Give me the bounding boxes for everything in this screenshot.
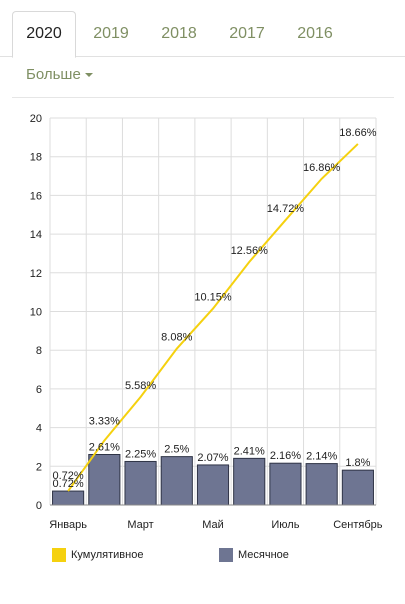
inflation-chart: 0 2 4 6 8 10 12 14 16 18 20 0.72% 2.61% 2.25% 2.5% 2.07… xyxy=(30,113,383,531)
monthly-bar xyxy=(88,453,121,506)
y-tick-label: 12 xyxy=(30,268,42,280)
y-tick-label: 10 xyxy=(30,307,42,319)
monthly-bar xyxy=(233,457,266,506)
legend-item-cumulative[interactable]: Кумулятивное xyxy=(52,548,143,568)
monthly-data-label: 2.41% xyxy=(234,445,265,457)
cumulative-data-label: 12.56% xyxy=(231,245,269,257)
monthly-bar xyxy=(269,462,302,506)
monthly-data-label: 1.8% xyxy=(345,457,370,469)
cumulative-data-label: 3.33% xyxy=(89,416,120,428)
y-tick-label: 6 xyxy=(36,384,42,396)
monthly-bar xyxy=(305,463,338,506)
tab-2016[interactable]: 2016 xyxy=(297,25,333,42)
monthly-bar xyxy=(52,490,85,506)
cumulative-data-label: 5.58% xyxy=(125,380,156,392)
cumulative-data-label: 14.72% xyxy=(267,203,305,215)
x-tick-label: Сентябрь xyxy=(333,519,383,531)
x-tick-label: Июль xyxy=(271,519,299,531)
more-dropdown[interactable]: Больше xyxy=(26,66,93,86)
legend-label-cumulative: Кумулятивное xyxy=(71,549,144,561)
y-tick-label: 20 xyxy=(30,113,42,125)
cumulative-swatch xyxy=(52,548,66,562)
divider xyxy=(12,97,394,98)
tab-2018[interactable]: 2018 xyxy=(161,25,197,42)
monthly-data-label: 2.25% xyxy=(125,448,156,460)
cumulative-data-label: 0.72% xyxy=(53,470,84,482)
y-tick-label: 18 xyxy=(30,152,42,164)
tab-2020[interactable]: 2020 xyxy=(12,11,76,58)
y-tick-label: 16 xyxy=(30,190,42,202)
monthly-bar xyxy=(341,469,374,506)
x-tick-label: Май xyxy=(202,519,224,531)
legend-label-monthly: Месячное xyxy=(238,549,289,561)
cumulative-data-label: 18.66% xyxy=(339,127,377,139)
cumulative-data-label: 16.86% xyxy=(303,162,341,174)
cumulative-data-label: 10.15% xyxy=(194,292,232,304)
y-tick-label: 2 xyxy=(36,461,42,473)
monthly-bar xyxy=(124,460,157,506)
more-label: Больше xyxy=(26,66,81,83)
caret-down-icon xyxy=(84,73,93,78)
y-tick-label: 4 xyxy=(36,423,42,435)
y-tick-label: 8 xyxy=(36,345,42,357)
year-tabs: 2020 2019 2018 2017 2016 xyxy=(0,0,405,58)
legend-item-monthly[interactable]: Месячное xyxy=(219,548,289,568)
tab-2019[interactable]: 2019 xyxy=(93,25,129,42)
cumulative-line xyxy=(67,143,359,492)
monthly-bar xyxy=(160,456,193,506)
monthly-data-label: 2.16% xyxy=(270,450,301,462)
x-tick-label: Январь xyxy=(49,519,87,531)
x-tick-label: Март xyxy=(127,519,153,531)
monthly-bar xyxy=(196,464,230,506)
cumulative-data-label: 8.08% xyxy=(161,332,192,344)
monthly-swatch xyxy=(219,548,233,562)
y-tick-label: 0 xyxy=(36,500,42,512)
monthly-data-label: 2.07% xyxy=(197,452,228,464)
monthly-data-label: 2.14% xyxy=(306,451,337,463)
monthly-data-label: 2.61% xyxy=(89,441,120,453)
tab-2017[interactable]: 2017 xyxy=(229,25,265,42)
monthly-data-label: 0.72% xyxy=(53,478,84,490)
y-tick-label: 14 xyxy=(30,229,42,241)
monthly-data-label: 2.5% xyxy=(164,444,189,456)
